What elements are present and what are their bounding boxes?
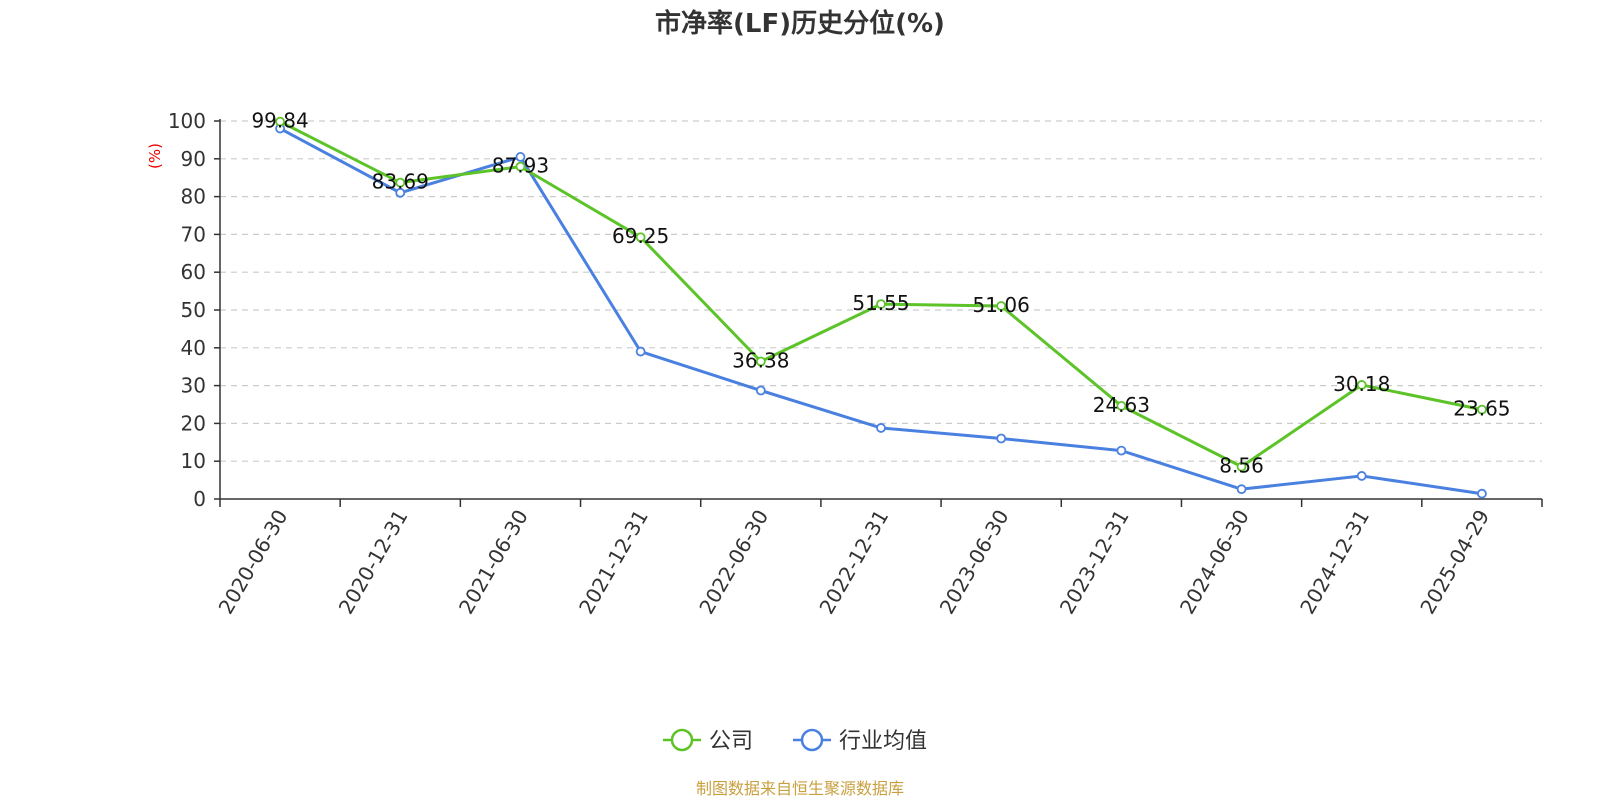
data-labels: 99.84 83.69 87.93 69.25 36.38 51.55 51.06 24.63… <box>251 109 1510 478</box>
data-point <box>755 356 766 367</box>
data-point <box>996 433 1007 444</box>
x-tick-label: 2024-12-31 <box>1295 506 1374 619</box>
data-point <box>1116 400 1127 411</box>
data-point <box>876 299 886 310</box>
series-lines <box>275 116 1487 499</box>
x-tick-label: 2020-12-31 <box>334 506 413 619</box>
data-label: 83.69 <box>372 170 429 194</box>
x-tick-label: 2020-06-30 <box>214 506 293 619</box>
y-tick-label: 30 <box>181 374 206 398</box>
data-label: 51.06 <box>973 293 1030 317</box>
x-tick-label: 2021-12-31 <box>574 506 653 619</box>
legend-swatch-marker <box>800 728 824 752</box>
axes <box>214 119 1543 507</box>
legend-label: 行业均值 <box>839 729 927 754</box>
data-point <box>515 161 526 172</box>
data-label: 69.25 <box>612 224 669 248</box>
x-tick-label: 2025-04-29 <box>1415 506 1494 619</box>
data-label: 24.63 <box>1093 393 1150 417</box>
data-point <box>395 187 406 198</box>
legend-label: 公司 <box>709 729 753 754</box>
y-tick-label: 20 <box>181 411 206 435</box>
y-tick-label: 50 <box>181 298 206 322</box>
data-point <box>1477 488 1487 499</box>
data-point <box>876 423 886 433</box>
y-tick-label: 40 <box>181 336 206 360</box>
x-tick-labels: 2020-06-30 2020-12-31 2021-06-30 2021-12-31… <box>214 506 1495 619</box>
y-tick-label: 80 <box>181 185 206 209</box>
data-point <box>1477 404 1487 415</box>
y-tick-label: 10 <box>181 449 206 473</box>
data-label: 30.18 <box>1333 372 1390 396</box>
legend-swatch-marker <box>670 728 694 752</box>
data-label: 99.84 <box>251 109 308 133</box>
x-tick-label: 2023-12-31 <box>1055 506 1134 619</box>
x-tick-label: 2021-06-30 <box>454 506 533 619</box>
data-point <box>1356 471 1367 481</box>
x-tick-label: 2022-12-31 <box>814 506 893 619</box>
data-label: 23.65 <box>1453 397 1510 421</box>
data-label: 87.93 <box>492 154 549 178</box>
x-tick-label: 2023-06-30 <box>935 506 1014 619</box>
data-point <box>275 116 285 127</box>
y-axis-label: (%) <box>146 143 164 169</box>
y-tick-label: 90 <box>181 147 206 171</box>
data-point <box>755 385 766 396</box>
data-point <box>1236 461 1247 472</box>
data-point <box>635 346 646 357</box>
gridlines <box>220 120 1542 462</box>
source-note: 制图数据来自恒生聚源数据库 <box>696 779 904 798</box>
data-point <box>1236 484 1247 495</box>
legend: 公司 行业均值 <box>663 728 927 754</box>
x-tick-label: 2022-06-30 <box>694 506 773 619</box>
data-point <box>515 152 526 162</box>
chart-title: 市净率(LF)历史分位(%) <box>655 8 945 39</box>
data-point <box>635 232 646 243</box>
x-tick-label: 2024-06-30 <box>1175 506 1254 619</box>
y-tick-label: 70 <box>181 222 206 246</box>
data-point <box>996 301 1007 311</box>
data-label: 8.56 <box>1219 454 1264 478</box>
data-point <box>1116 445 1127 456</box>
y-tick-labels: 0 10 20 30 40 50 60 70 80 90 100 <box>168 109 206 511</box>
data-label: 36.38 <box>732 348 789 372</box>
data-point <box>395 177 406 188</box>
data-label: 51.55 <box>852 291 909 315</box>
y-tick-label: 0 <box>193 487 206 511</box>
y-tick-label: 100 <box>168 109 206 133</box>
data-point <box>1356 380 1367 390</box>
y-tick-label: 60 <box>181 260 206 284</box>
